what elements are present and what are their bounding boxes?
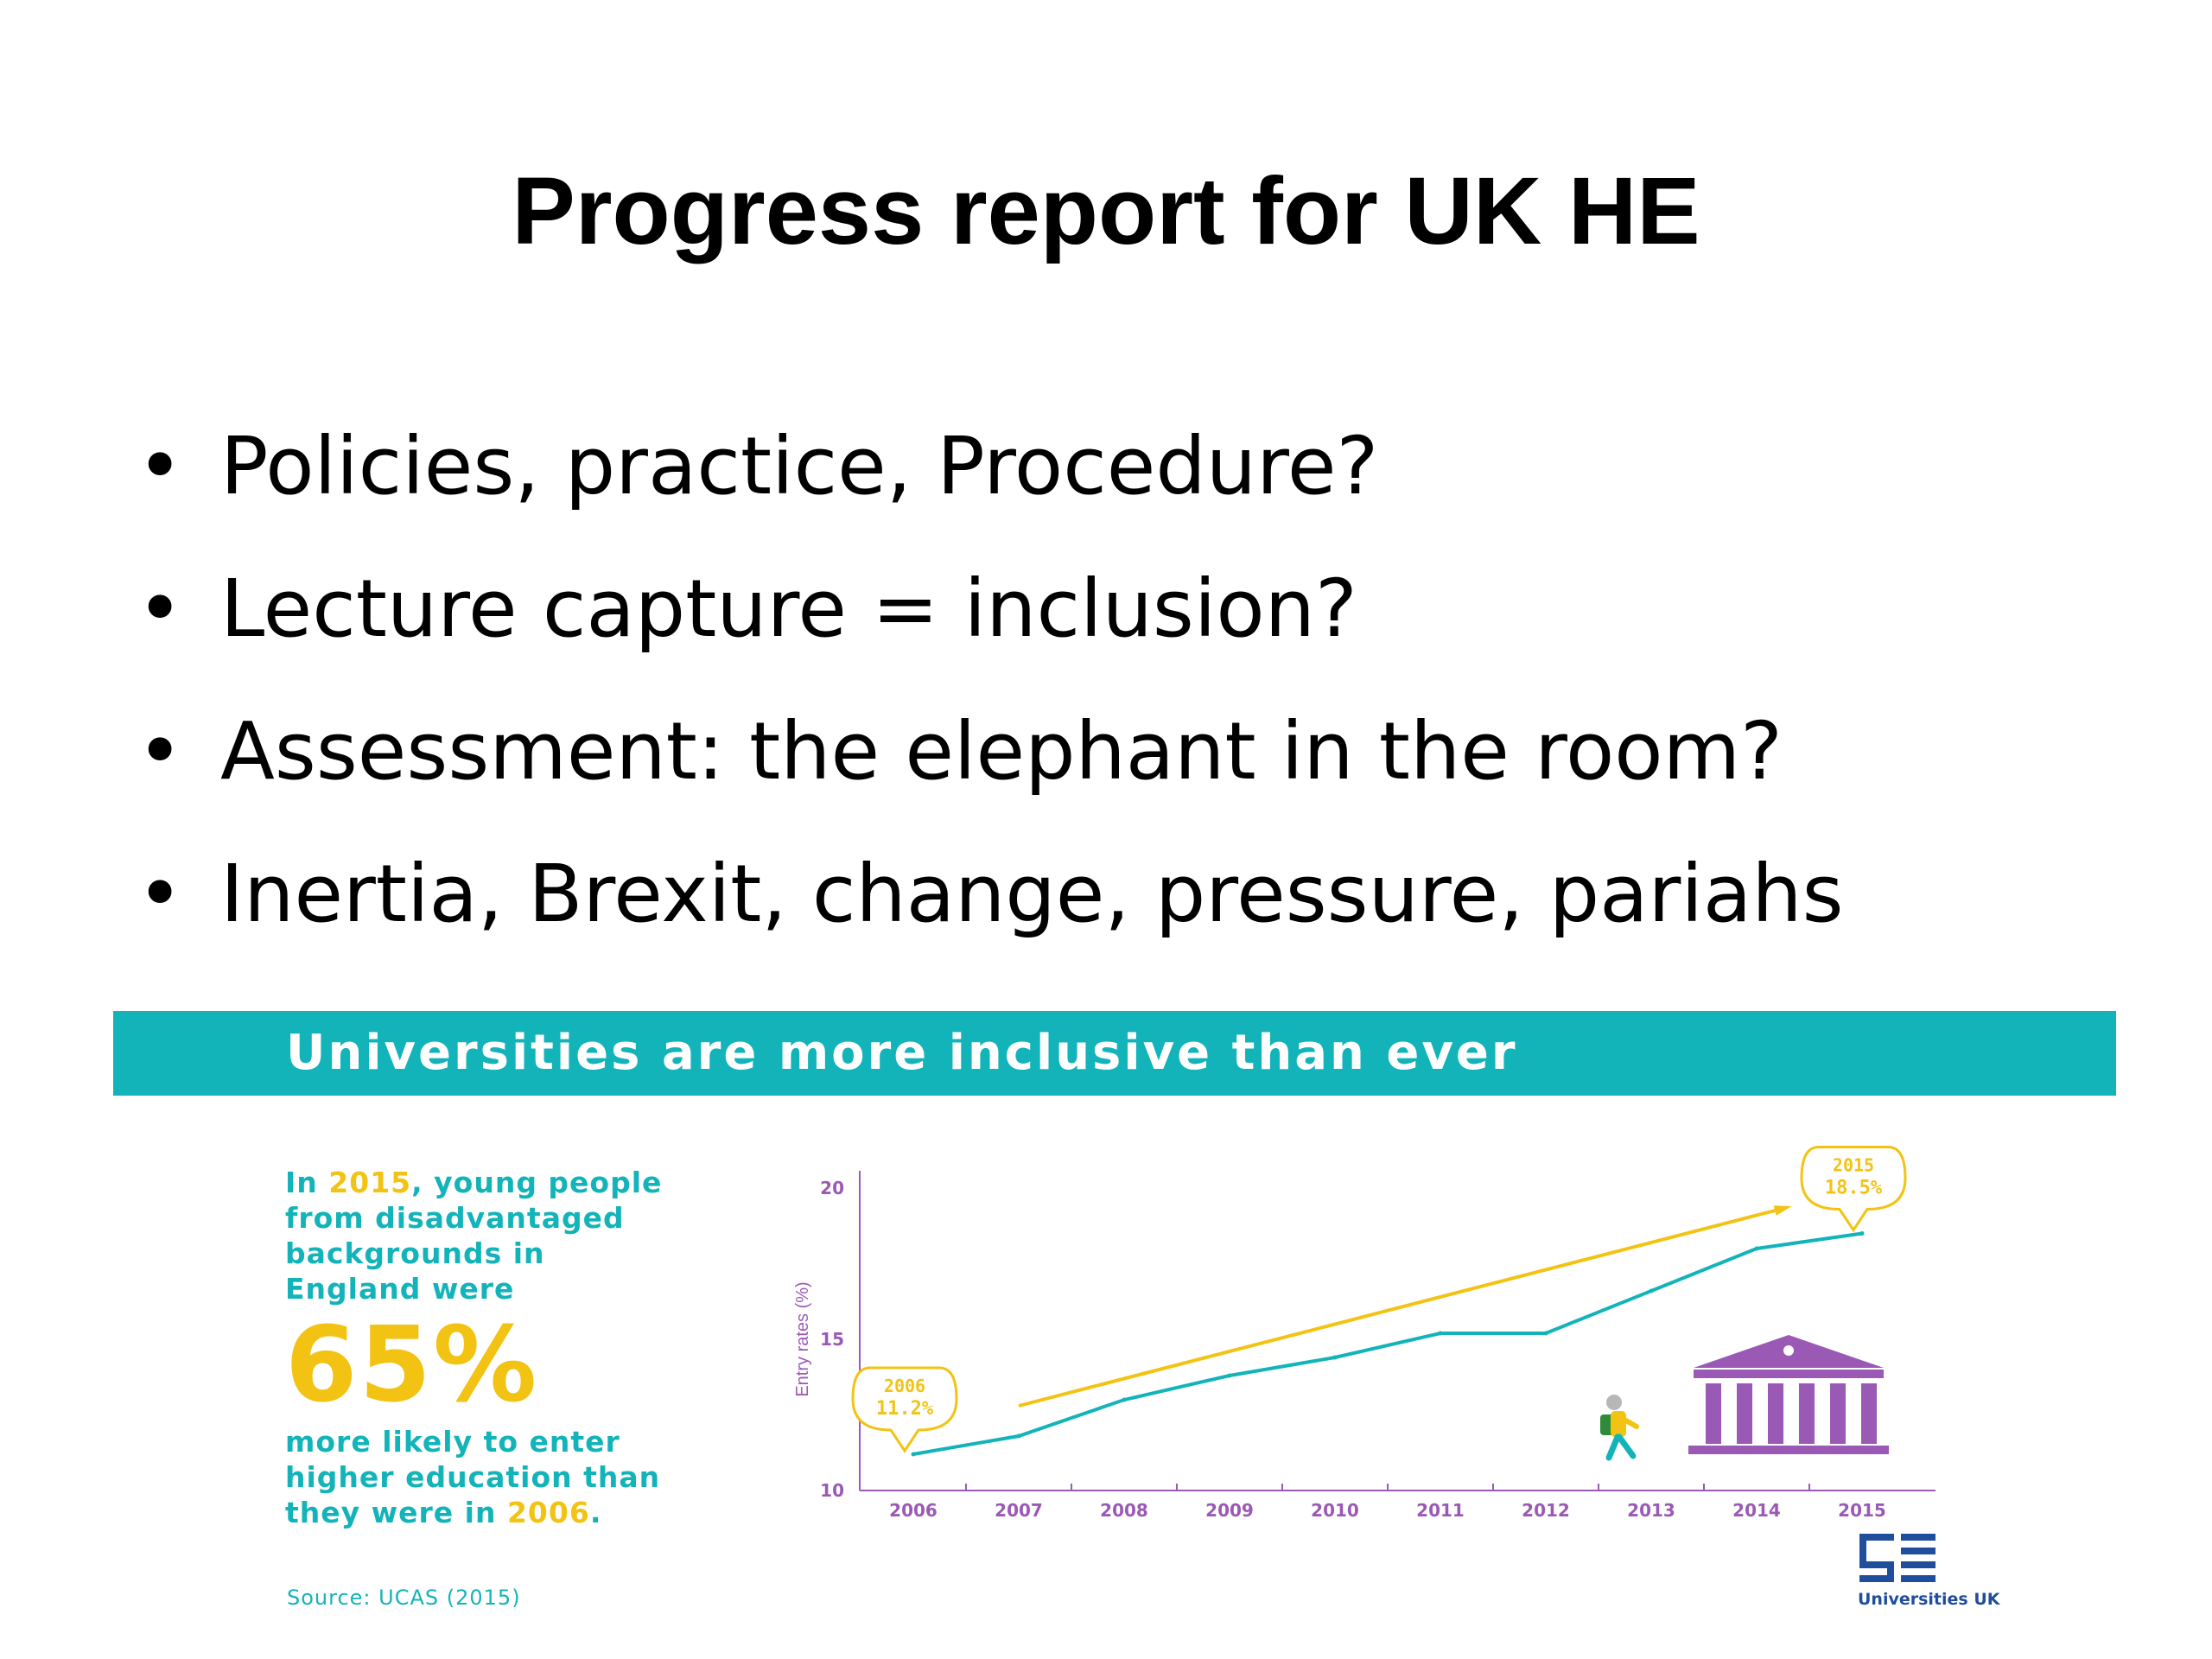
data-point [1754, 1246, 1759, 1251]
bullet-text: Assessment: the elephant in the room? [220, 705, 1783, 798]
bullet-text: Lecture capture = inclusion? [220, 563, 1357, 655]
stat-line: from disadvantaged [285, 1201, 625, 1235]
stat-line: they were in 2006. [285, 1495, 734, 1530]
callout-bubble [851, 1366, 958, 1453]
callout-value: 11.2% [876, 1398, 934, 1420]
stat-line: In 2015, young people [285, 1165, 734, 1200]
source-note: Source: UCAS (2015) [287, 1586, 521, 1610]
stat-text: they were in [285, 1496, 507, 1529]
data-point [1227, 1373, 1232, 1378]
stat-line: backgrounds in [285, 1236, 545, 1270]
x-tick-label: 2013 [1627, 1500, 1675, 1521]
data-point [1859, 1231, 1865, 1236]
stat-text: In [285, 1166, 329, 1199]
series-line [912, 1231, 1863, 1456]
callout-bubble [1800, 1146, 1907, 1233]
data-point [1543, 1331, 1548, 1336]
stat-year-highlight: 2006 [506, 1496, 590, 1529]
x-tick-label: 2006 [889, 1500, 938, 1521]
stat-line: higher education than [285, 1460, 661, 1494]
banner-title: Universities are more inclusive than eve… [286, 1025, 1518, 1081]
stat-line: more likely to enter [285, 1425, 620, 1459]
callout-year: 2006 [884, 1376, 925, 1396]
data-point [1332, 1355, 1338, 1360]
stat-big-number: 65% [285, 1306, 539, 1426]
callout-year: 2015 [1833, 1155, 1874, 1176]
bullet-text: Inertia, Brexit, change, pressure, paria… [220, 848, 1844, 940]
x-tick-label: 2015 [1838, 1500, 1886, 1521]
infographic-banner: Universities are more inclusive than eve… [113, 1011, 2116, 1096]
line-chart: 10 15 20 Entry rates (%) 2006 2007 2008 2009 201… [793, 1146, 1936, 1521]
bullet-item: • Assessment: the elephant in the room? [130, 691, 1844, 834]
stat-block: In 2015, young people from disadvantaged… [285, 1165, 734, 1530]
bullet-text: Policies, practice, Procedure? [220, 420, 1379, 512]
trend-arrow-line [1018, 1207, 1781, 1408]
logo-label: Universities UK [1858, 1590, 2000, 1609]
data-point [911, 1452, 916, 1457]
bullet-list: • Policies, practice, Procedure? • Lectu… [130, 406, 1844, 976]
bullet-icon: • [137, 705, 184, 798]
stat-text: . [589, 1496, 602, 1529]
bullet-item: • Lecture capture = inclusion? [130, 549, 1844, 691]
stat-year-highlight: 2015 [328, 1166, 412, 1199]
data-point [1016, 1433, 1021, 1439]
y-tick-label: 10 [820, 1480, 844, 1501]
x-tick-label: 2012 [1522, 1500, 1570, 1521]
data-point [1438, 1331, 1443, 1336]
bullet-icon: • [137, 848, 184, 940]
data-point [1122, 1397, 1127, 1402]
bullet-item: • Policies, practice, Procedure? [130, 406, 1844, 549]
universities-uk-logo [1859, 1534, 1936, 1582]
x-tick-label: 2011 [1416, 1500, 1465, 1521]
callout-value: 18.5% [1825, 1178, 1883, 1199]
slide-title: Progress report for UK HE [512, 158, 1700, 264]
x-tick-label: 2009 [1205, 1500, 1254, 1521]
bullet-item: • Inertia, Brexit, change, pressure, par… [130, 834, 1844, 976]
trend-arrow-head [1773, 1205, 1792, 1216]
x-tick-label: 2010 [1311, 1500, 1359, 1521]
x-tick-label: 2008 [1100, 1500, 1148, 1521]
y-tick-label: 15 [820, 1329, 844, 1350]
student-walking-icon [1600, 1395, 1639, 1461]
bullet-icon: • [137, 563, 184, 655]
stat-line: England were [285, 1272, 515, 1306]
stat-text: , young people [411, 1166, 663, 1199]
x-tick-label: 2014 [1732, 1500, 1781, 1521]
bullet-icon: • [137, 420, 184, 512]
y-tick-label: 20 [820, 1178, 844, 1198]
y-axis-label: Entry rates (%) [793, 1281, 812, 1396]
data-point [1649, 1288, 1654, 1294]
university-building-icon [1688, 1335, 1889, 1454]
x-tick-label: 2007 [995, 1500, 1043, 1521]
